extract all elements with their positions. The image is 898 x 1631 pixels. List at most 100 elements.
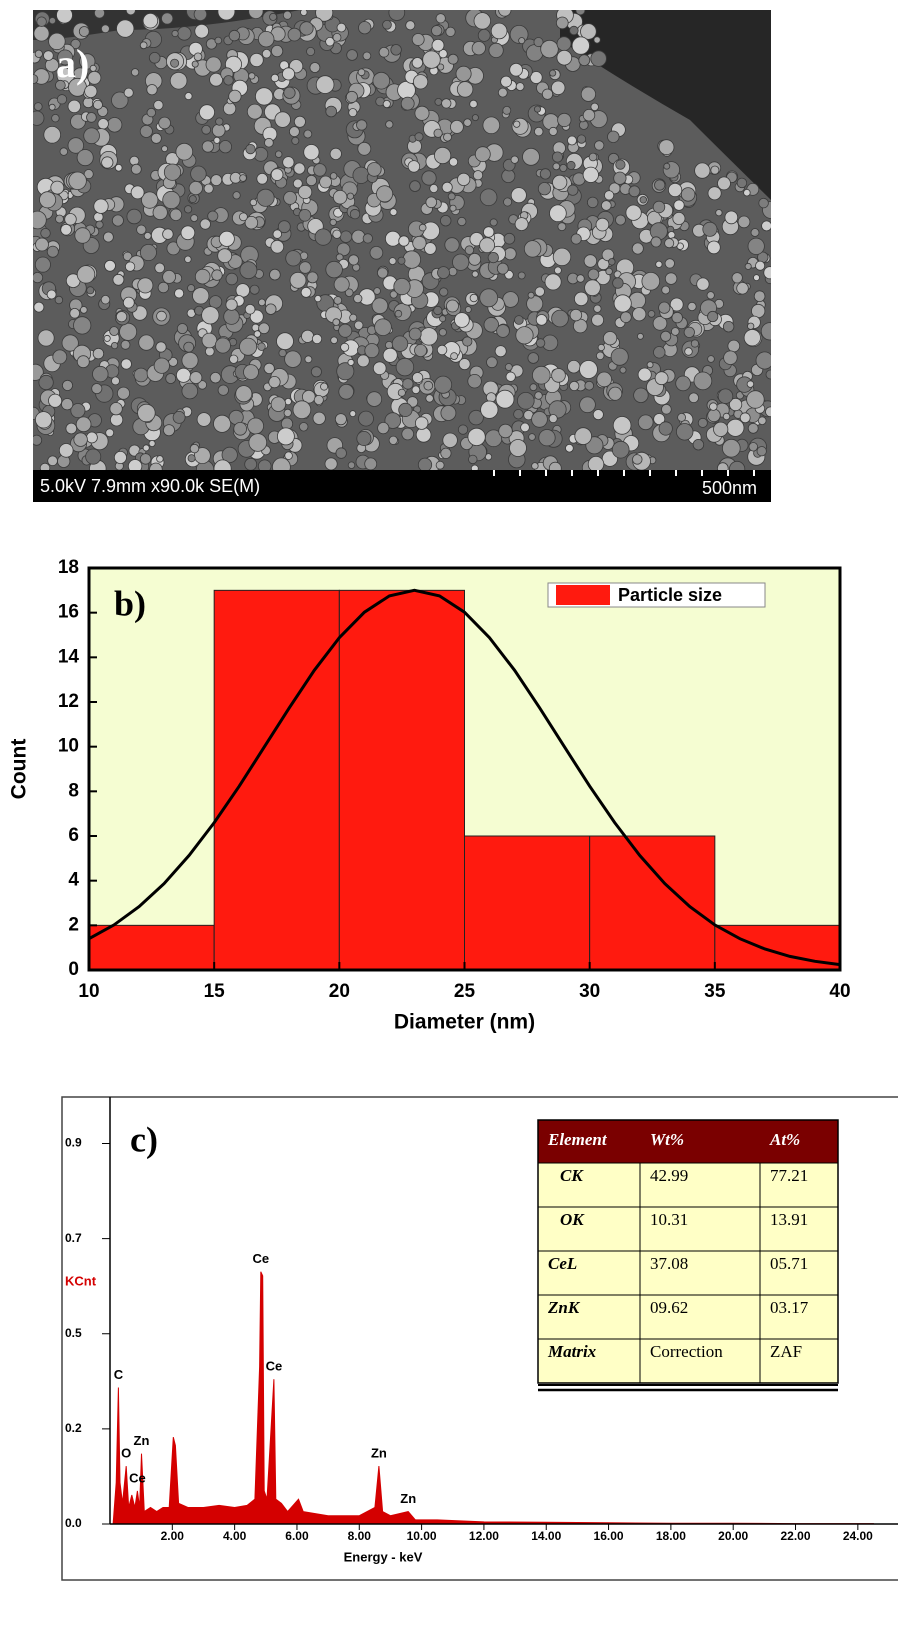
grain <box>238 212 248 222</box>
x-tick-label: 20 <box>329 981 350 1002</box>
grain <box>257 342 266 351</box>
grain <box>760 322 771 341</box>
grain <box>669 297 684 312</box>
grain <box>299 261 312 274</box>
grain <box>620 311 632 324</box>
grain <box>211 269 223 281</box>
grain <box>153 100 164 111</box>
grain <box>613 294 632 313</box>
grain <box>458 358 471 371</box>
grain <box>443 132 452 142</box>
grain <box>258 322 270 335</box>
table-cell-text: OK <box>560 1210 585 1229</box>
grain <box>270 239 285 254</box>
table-cell-text: 10.31 <box>650 1210 688 1229</box>
grain <box>100 295 111 305</box>
grain <box>73 432 88 447</box>
grain <box>526 44 544 62</box>
grain <box>258 298 266 307</box>
grain <box>468 454 478 465</box>
grain <box>490 22 508 40</box>
grain <box>411 33 425 46</box>
grain <box>249 284 260 295</box>
grain <box>203 183 214 194</box>
grain <box>345 90 358 103</box>
grain <box>401 427 415 441</box>
grain <box>39 462 51 470</box>
x-axis-label: Diameter (nm) <box>394 1011 535 1034</box>
grain <box>299 422 309 432</box>
grain <box>329 147 342 160</box>
grain <box>315 75 335 94</box>
grain <box>101 24 110 34</box>
table-header: Wt% <box>650 1130 684 1149</box>
grain <box>336 22 347 33</box>
grain <box>431 25 443 37</box>
grain <box>415 416 429 430</box>
grain <box>306 47 316 57</box>
grain <box>436 344 448 356</box>
grain <box>301 329 315 343</box>
grain <box>567 360 581 374</box>
grain <box>125 10 136 16</box>
grain <box>79 53 96 70</box>
grain <box>131 68 140 77</box>
grain <box>141 191 159 209</box>
peak-label: Zn <box>134 1433 150 1448</box>
table-cell <box>639 1162 761 1208</box>
table-cell <box>537 1250 641 1296</box>
table-header-bg <box>538 1120 838 1163</box>
grain <box>92 365 109 383</box>
grain <box>87 70 102 85</box>
grain <box>729 460 746 470</box>
element-table: Element Wt% At% CK 42.99 77.21 OK 10.31 13.91 CeL… <box>537 1119 839 1392</box>
grain <box>422 50 441 69</box>
grain <box>329 218 337 226</box>
grain <box>289 271 307 289</box>
grain <box>469 99 478 109</box>
grain <box>281 67 295 81</box>
grain <box>255 87 274 106</box>
grain <box>65 422 78 435</box>
grain <box>653 346 666 359</box>
grain <box>303 144 320 161</box>
grain <box>214 36 223 45</box>
grain <box>213 414 232 433</box>
grain <box>377 421 390 435</box>
grain <box>457 216 467 227</box>
grain <box>190 165 207 183</box>
grain <box>482 116 501 135</box>
grain <box>538 429 556 447</box>
grain <box>431 38 445 52</box>
grain <box>244 457 258 470</box>
grain <box>358 21 372 35</box>
grain <box>329 172 338 180</box>
grain <box>584 279 601 297</box>
grain <box>340 342 350 352</box>
grain <box>423 242 437 255</box>
grain <box>437 266 450 280</box>
grain <box>153 357 170 374</box>
grain <box>103 231 114 243</box>
grain <box>661 285 671 295</box>
grain <box>336 362 355 381</box>
grain <box>54 295 64 305</box>
grain <box>46 245 59 258</box>
x-axis-label: Energy - keV <box>344 1549 423 1564</box>
grain <box>721 438 741 458</box>
grain <box>293 115 306 128</box>
grain <box>489 218 498 227</box>
grain <box>463 118 472 127</box>
grain <box>324 457 338 470</box>
grain <box>722 412 731 421</box>
grain <box>483 317 500 333</box>
grain <box>215 117 224 126</box>
grain <box>533 37 544 48</box>
grain <box>515 82 525 91</box>
grain <box>101 156 114 169</box>
grain <box>356 430 372 446</box>
grain <box>559 163 568 172</box>
grain <box>257 459 272 470</box>
grain <box>288 126 300 138</box>
grain <box>385 120 394 129</box>
